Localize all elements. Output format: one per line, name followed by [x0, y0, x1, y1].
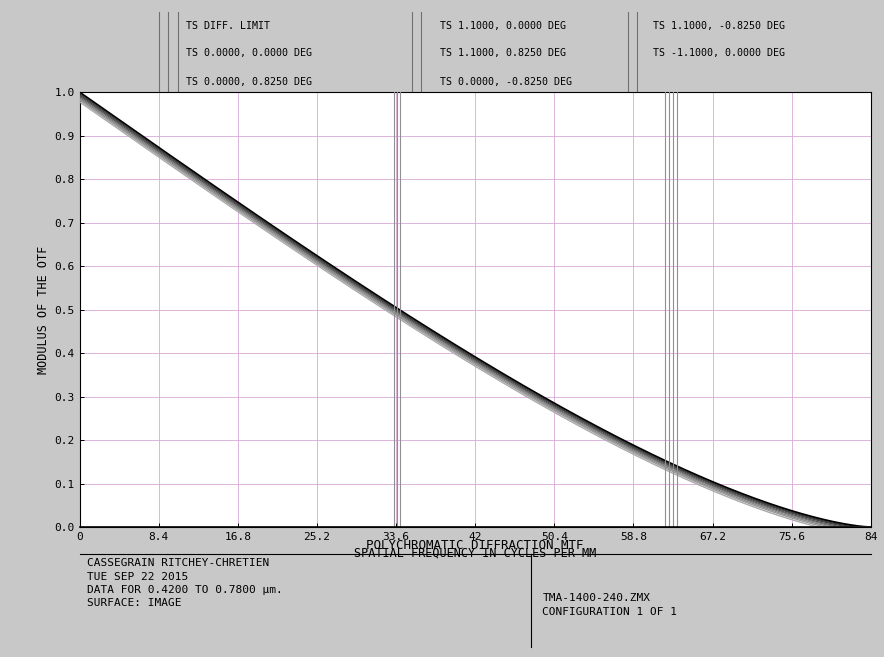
Text: TS 0.0000, -0.8250 DEG: TS 0.0000, -0.8250 DEG — [439, 78, 572, 87]
X-axis label: SPATIAL FREQUENCY IN CYCLES PER MM: SPATIAL FREQUENCY IN CYCLES PER MM — [354, 546, 597, 559]
Y-axis label: MODULUS OF THE OTF: MODULUS OF THE OTF — [37, 246, 50, 374]
Text: TS 0.0000, 0.8250 DEG: TS 0.0000, 0.8250 DEG — [187, 78, 312, 87]
Text: TMA-1400-240.ZMX
CONFIGURATION 1 OF 1: TMA-1400-240.ZMX CONFIGURATION 1 OF 1 — [543, 593, 677, 617]
Text: TS 1.1000, -0.8250 DEG: TS 1.1000, -0.8250 DEG — [653, 21, 785, 32]
Text: TS 1.1000, 0.0000 DEG: TS 1.1000, 0.0000 DEG — [439, 21, 566, 32]
Text: TS 0.0000, 0.0000 DEG: TS 0.0000, 0.0000 DEG — [187, 48, 312, 58]
Text: TS 1.1000, 0.8250 DEG: TS 1.1000, 0.8250 DEG — [439, 48, 566, 58]
Text: TS -1.1000, 0.0000 DEG: TS -1.1000, 0.0000 DEG — [653, 48, 785, 58]
Text: CASSEGRAIN RITCHEY-CHRETIEN
TUE SEP 22 2015
DATA FOR 0.4200 TO 0.7800 μm.
SURFAC: CASSEGRAIN RITCHEY-CHRETIEN TUE SEP 22 2… — [88, 558, 283, 608]
Text: TS DIFF. LIMIT: TS DIFF. LIMIT — [187, 21, 271, 32]
Text: POLYCHROMATIC DIFFRACTION MTF: POLYCHROMATIC DIFFRACTION MTF — [366, 539, 584, 552]
